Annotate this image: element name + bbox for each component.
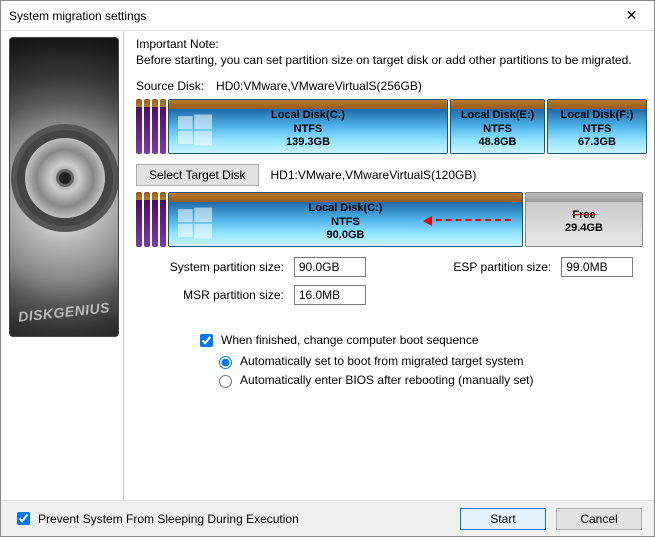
partition-size: 90.0GB — [309, 229, 383, 242]
finish-checkbox[interactable] — [200, 334, 213, 347]
titlebar: System migration settings ✕ — [1, 1, 654, 31]
partition-block[interactable]: Local Disk(E:)NTFS48.8GB — [450, 99, 545, 154]
msr-size-label: MSR partition size: — [156, 288, 284, 302]
partition-block[interactable]: Local Disk(C:)NTFS90.0GB — [168, 192, 523, 247]
target-row: Select Target Disk HD1:VMware,VMwareVirt… — [136, 164, 647, 186]
partition-name: Local Disk(F:) — [561, 109, 634, 122]
sleep-checkbox[interactable] — [17, 512, 30, 525]
main-area: DISKGENIUS Important Note: Before starti… — [1, 31, 654, 501]
sidebar: DISKGENIUS — [1, 31, 124, 501]
source-value: HD0:VMware,VMwareVirtualS(256GB) — [216, 79, 422, 93]
partition-size: 67.3GB — [561, 136, 634, 149]
partition-block[interactable]: Local Disk(C:)NTFS139.3GB — [168, 99, 448, 154]
reserved-slot — [144, 192, 150, 247]
partition-name: Free — [565, 209, 603, 222]
reserved-slot — [136, 192, 142, 247]
bios-label: Automatically enter BIOS after rebooting… — [240, 373, 533, 387]
close-icon[interactable]: ✕ — [609, 1, 654, 30]
reserved-slot — [152, 192, 158, 247]
finish-checkbox-row[interactable]: When finished, change computer boot sequ… — [196, 331, 647, 350]
sizes-grid: System partition size: ESP partition siz… — [156, 257, 647, 305]
partition-size: 29.4GB — [565, 222, 603, 235]
sys-size-input[interactable] — [294, 257, 366, 277]
esp-size-label: ESP partition size: — [440, 260, 552, 274]
partition-block[interactable]: Local Disk(F:)NTFS67.3GB — [547, 99, 647, 154]
partition-fs: NTFS — [461, 123, 534, 136]
reserved-slot — [152, 99, 158, 154]
cancel-button[interactable]: Cancel — [556, 508, 642, 530]
bios-radio-row[interactable]: Automatically enter BIOS after rebooting… — [214, 372, 647, 388]
source-row: Source Disk: HD0:VMware,VMwareVirtualS(2… — [136, 79, 647, 93]
partition-name: Local Disk(C:) — [309, 202, 383, 215]
source-label: Source Disk: — [136, 79, 204, 93]
sleep-checkbox-row[interactable]: Prevent System From Sleeping During Exec… — [13, 509, 299, 528]
bios-radio[interactable] — [219, 375, 232, 388]
content: Important Note: Before starting, you can… — [124, 31, 655, 501]
source-diskbar: Local Disk(C:)NTFS139.3GBLocal Disk(E:)N… — [136, 99, 647, 154]
partition-size: 48.8GB — [461, 136, 534, 149]
partition-fs: NTFS — [309, 216, 383, 229]
options: When finished, change computer boot sequ… — [196, 331, 647, 388]
target-value: HD1:VMware,VMwareVirtualS(120GB) — [271, 168, 477, 182]
note-body: Before starting, you can set partition s… — [136, 53, 647, 69]
windows-logo-icon — [175, 112, 215, 149]
auto-label: Automatically set to boot from migrated … — [240, 354, 523, 368]
footer: Prevent System From Sleeping During Exec… — [1, 500, 654, 536]
partition-fs: NTFS — [271, 123, 345, 136]
reserved-slot — [160, 99, 166, 154]
partition-fs: NTFS — [561, 123, 634, 136]
reserved-slot — [136, 99, 142, 154]
hdd-illustration: DISKGENIUS — [9, 37, 119, 337]
esp-size-input[interactable] — [561, 257, 633, 277]
window-title: System migration settings — [9, 9, 146, 23]
partition-name: Local Disk(C:) — [271, 109, 345, 122]
partition-block[interactable]: Free29.4GB — [525, 192, 643, 247]
target-diskbar[interactable]: Local Disk(C:)NTFS90.0GBFree29.4GB — [136, 192, 647, 247]
brand-label: DISKGENIUS — [17, 299, 110, 325]
reserved-slot — [160, 192, 166, 247]
partition-size: 139.3GB — [271, 136, 345, 149]
windows-logo-icon — [175, 205, 215, 242]
start-button[interactable]: Start — [460, 508, 546, 530]
sleep-label: Prevent System From Sleeping During Exec… — [38, 512, 299, 526]
partition-name: Local Disk(E:) — [461, 109, 534, 122]
auto-radio-row[interactable]: Automatically set to boot from migrated … — [214, 353, 647, 369]
finish-label: When finished, change computer boot sequ… — [221, 333, 479, 347]
auto-radio[interactable] — [219, 356, 232, 369]
sys-size-label: System partition size: — [156, 260, 284, 274]
select-target-button[interactable]: Select Target Disk — [136, 164, 259, 186]
note-title: Important Note: — [136, 37, 647, 51]
msr-size-input[interactable] — [294, 285, 366, 305]
reserved-slot — [144, 99, 150, 154]
